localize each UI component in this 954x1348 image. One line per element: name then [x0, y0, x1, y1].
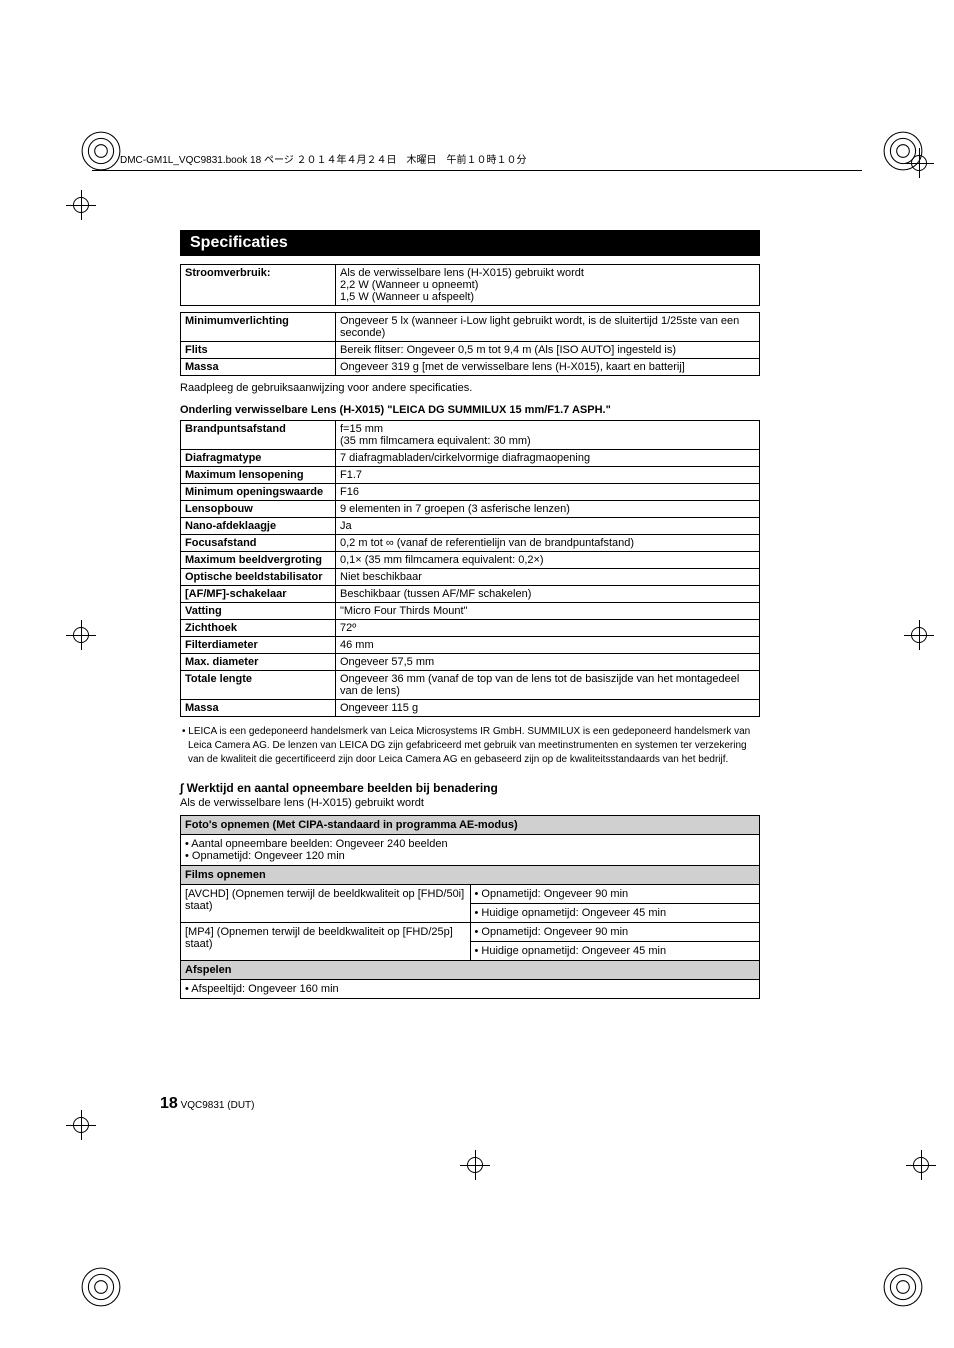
avchd-r1: • Opnametijd: Ongeveer 90 min: [470, 885, 760, 904]
cell-label: Lensopbouw: [181, 501, 336, 518]
cell-label: Massa: [181, 700, 336, 717]
print-cross-bm: [460, 1150, 490, 1180]
cell-value: 72º: [336, 620, 760, 637]
cell-value: 0,1× (35 mm filmcamera equivalent: 0,2×): [336, 552, 760, 569]
work-subtext: Als de verwisselbare lens (H-X015) gebru…: [180, 797, 760, 809]
table-row: Lensopbouw9 elementen in 7 groepen (3 as…: [181, 501, 760, 518]
cell-value: Ongeveer 319 g [met de verwisselbare len…: [336, 359, 760, 376]
print-corner-br: [882, 1266, 924, 1308]
cell-value: 0,2 m tot ∞ (vanaf de referentielijn van…: [336, 535, 760, 552]
cell-value: Als de verwisselbare lens (H-X015) gebru…: [336, 265, 760, 306]
table-row: MinimumverlichtingOngeveer 5 lx (wanneer…: [181, 313, 760, 342]
cell-value: Ongeveer 5 lx (wanneer i-Low light gebru…: [336, 313, 760, 342]
mp4-left: [MP4] (Opnemen terwijl de beeldkwaliteit…: [181, 923, 471, 961]
cell-label: Stroomverbruik:: [181, 265, 336, 306]
print-corner-bl: [80, 1266, 122, 1308]
table-row: FlitsBereik flitser: Ongeveer 0,5 m tot …: [181, 342, 760, 359]
table-row: MassaOngeveer 115 g: [181, 700, 760, 717]
cell-label: [AF/MF]-schakelaar: [181, 586, 336, 603]
table-row: Maximum lensopeningF1.7: [181, 467, 760, 484]
table-row: Filterdiameter46 mm: [181, 637, 760, 654]
cell-label: Massa: [181, 359, 336, 376]
table-row: [AF/MF]-schakelaarBeschikbaar (tussen AF…: [181, 586, 760, 603]
leica-note: • LEICA is een gedeponeerd handelsmerk v…: [180, 725, 760, 767]
print-header: DMC-GM1L_VQC9831.book 18 ページ ２０１４年４月２４日 …: [120, 151, 527, 166]
table-row: Totale lengteOngeveer 36 mm (vanaf de to…: [181, 671, 760, 700]
lens-spec-table: Brandpuntsafstandf=15 mm (35 mm filmcame…: [180, 420, 760, 717]
photo-bullets: • Aantal opneembare beelden: Ongeveer 24…: [181, 835, 760, 866]
mp4-r2: • Huidige opnametijd: Ongeveer 45 min: [470, 942, 760, 961]
avchd-r2: • Huidige opnametijd: Ongeveer 45 min: [470, 904, 760, 923]
page-footer: 18 VQC9831 (DUT): [160, 1095, 254, 1113]
page-number: 18: [160, 1095, 178, 1112]
cell-value: Ongeveer 36 mm (vanaf de top van de lens…: [336, 671, 760, 700]
cell-label: Nano-afdeklaagje: [181, 518, 336, 535]
print-header-line: [92, 170, 862, 171]
cell-value: Bereik flitser: Ongeveer 0,5 m tot 9,4 m…: [336, 342, 760, 359]
cell-value: 9 elementen in 7 groepen (3 asferische l…: [336, 501, 760, 518]
mp4-r1: • Opnametijd: Ongeveer 90 min: [470, 923, 760, 942]
cell-value: 46 mm: [336, 637, 760, 654]
print-cross-rb: [906, 1150, 936, 1180]
page-code: VQC9831 (DUT): [181, 1100, 255, 1111]
avchd-left: [AVCHD] (Opnemen terwijl de beeldkwalite…: [181, 885, 471, 923]
table-row: MassaOngeveer 319 g [met de verwisselbar…: [181, 359, 760, 376]
print-cross-lm: [66, 620, 96, 650]
cell-label: Focusafstand: [181, 535, 336, 552]
work-heading: Werktijd en aantal opneembare beelden bi…: [180, 781, 760, 795]
table-row: Stroomverbruik: Als de verwisselbare len…: [181, 265, 760, 306]
print-cross-lb: [66, 1110, 96, 1140]
cell-value: Ongeveer 115 g: [336, 700, 760, 717]
cell-label: Filterdiameter: [181, 637, 336, 654]
cell-label: Diafragmatype: [181, 450, 336, 467]
page-content: Specificaties Stroomverbruik: Als de ver…: [180, 230, 760, 1005]
cell-value: Niet beschikbaar: [336, 569, 760, 586]
cell-label: Zichthoek: [181, 620, 336, 637]
table-row: Nano-afdeklaagjeJa: [181, 518, 760, 535]
table-row: Max. diameterOngeveer 57,5 mm: [181, 654, 760, 671]
section-title: Specificaties: [180, 230, 760, 256]
print-cross-rm: [904, 620, 934, 650]
table-row: Zichthoek72º: [181, 620, 760, 637]
cell-value: "Micro Four Thirds Mount": [336, 603, 760, 620]
print-cross-rt: [904, 148, 934, 178]
cell-value: Ja: [336, 518, 760, 535]
playback-body: • Afspeeltijd: Ongeveer 160 min: [181, 980, 760, 999]
general-spec-table: MinimumverlichtingOngeveer 5 lx (wanneer…: [180, 312, 760, 376]
films-header: Films opnemen: [181, 866, 760, 885]
recording-table: Foto's opnemen (Met CIPA-standaard in pr…: [180, 815, 760, 999]
table-row: Vatting"Micro Four Thirds Mount": [181, 603, 760, 620]
table-row: Optische beeldstabilisatorNiet beschikba…: [181, 569, 760, 586]
print-corner-tl: [80, 130, 122, 172]
table-row: Focusafstand0,2 m tot ∞ (vanaf de refere…: [181, 535, 760, 552]
cell-label: Minimum openingswaarde: [181, 484, 336, 501]
cell-value: F1.7: [336, 467, 760, 484]
cell-label: Brandpuntsafstand: [181, 421, 336, 450]
table-row: Minimum openingswaardeF16: [181, 484, 760, 501]
table-row: Maximum beeldvergroting0,1× (35 mm filmc…: [181, 552, 760, 569]
cell-value: f=15 mm (35 mm filmcamera equivalent: 30…: [336, 421, 760, 450]
table-row: Brandpuntsafstandf=15 mm (35 mm filmcame…: [181, 421, 760, 450]
cell-value: 7 diafragmabladen/cirkelvormige diafragm…: [336, 450, 760, 467]
cell-label: Flits: [181, 342, 336, 359]
cell-label: Minimumverlichting: [181, 313, 336, 342]
cell-label: Max. diameter: [181, 654, 336, 671]
cell-value: F16: [336, 484, 760, 501]
cell-value: Beschikbaar (tussen AF/MF schakelen): [336, 586, 760, 603]
power-table: Stroomverbruik: Als de verwisselbare len…: [180, 264, 760, 306]
table-row: Diafragmatype7 diafragmabladen/cirkelvor…: [181, 450, 760, 467]
cell-label: Totale lengte: [181, 671, 336, 700]
photo-header: Foto's opnemen (Met CIPA-standaard in pr…: [181, 816, 760, 835]
footnote: Raadpleeg de gebruiksaanwijzing voor and…: [180, 382, 760, 394]
cell-label: Maximum lensopening: [181, 467, 336, 484]
cell-value: Ongeveer 57,5 mm: [336, 654, 760, 671]
playback-header: Afspelen: [181, 961, 760, 980]
print-cross-lt: [66, 190, 96, 220]
cell-label: Vatting: [181, 603, 336, 620]
cell-label: Optische beeldstabilisator: [181, 569, 336, 586]
cell-label: Maximum beeldvergroting: [181, 552, 336, 569]
lens-heading: Onderling verwisselbare Lens (H-X015) "L…: [180, 404, 760, 416]
